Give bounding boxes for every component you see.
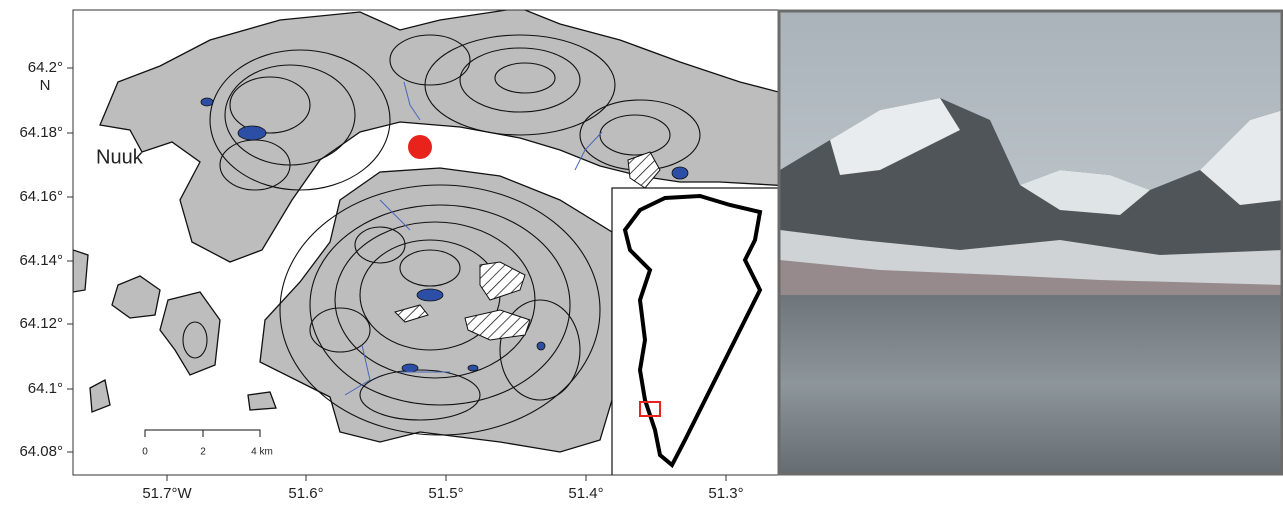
y-tick-label: 64.18° [19,124,63,141]
x-axis: 51.7°W 51.6° 51.5° 51.4° 51.3° [142,475,743,502]
site-marker [408,135,432,159]
x-tick-label: 51.4° [568,485,603,502]
scale-label: 2 [200,447,206,458]
y-axis: 64.2° N 64.18° 64.16° 64.14° 64.12° 64.1… [19,59,73,460]
inset-map [612,188,782,478]
y-tick-label: 64.08° [19,443,63,460]
x-tick-label: 51.7°W [142,485,192,502]
y-tick-label: 64.16° [19,188,63,205]
x-tick-label: 51.6° [288,485,323,502]
y-tick-label: 64.14° [19,252,63,269]
figure: Nuuk 0 2 4 km 64.2° N 64.18° 64.16° 64.1… [0,0,1283,505]
scale-label: 4 km [251,447,273,458]
island [73,250,88,292]
place-label: Nuuk [96,146,144,168]
y-tick-label: 64.1° [28,380,63,397]
y-tick-label: 64.12° [19,315,63,332]
photo [780,12,1283,473]
x-tick-label: 51.5° [428,485,463,502]
map: Nuuk 0 2 4 km [73,8,790,478]
x-tick-label: 51.3° [708,485,743,502]
y-tick-label: 64.2° [28,59,63,76]
scale-label: 0 [142,447,148,458]
y-axis-unit: N [40,77,51,94]
